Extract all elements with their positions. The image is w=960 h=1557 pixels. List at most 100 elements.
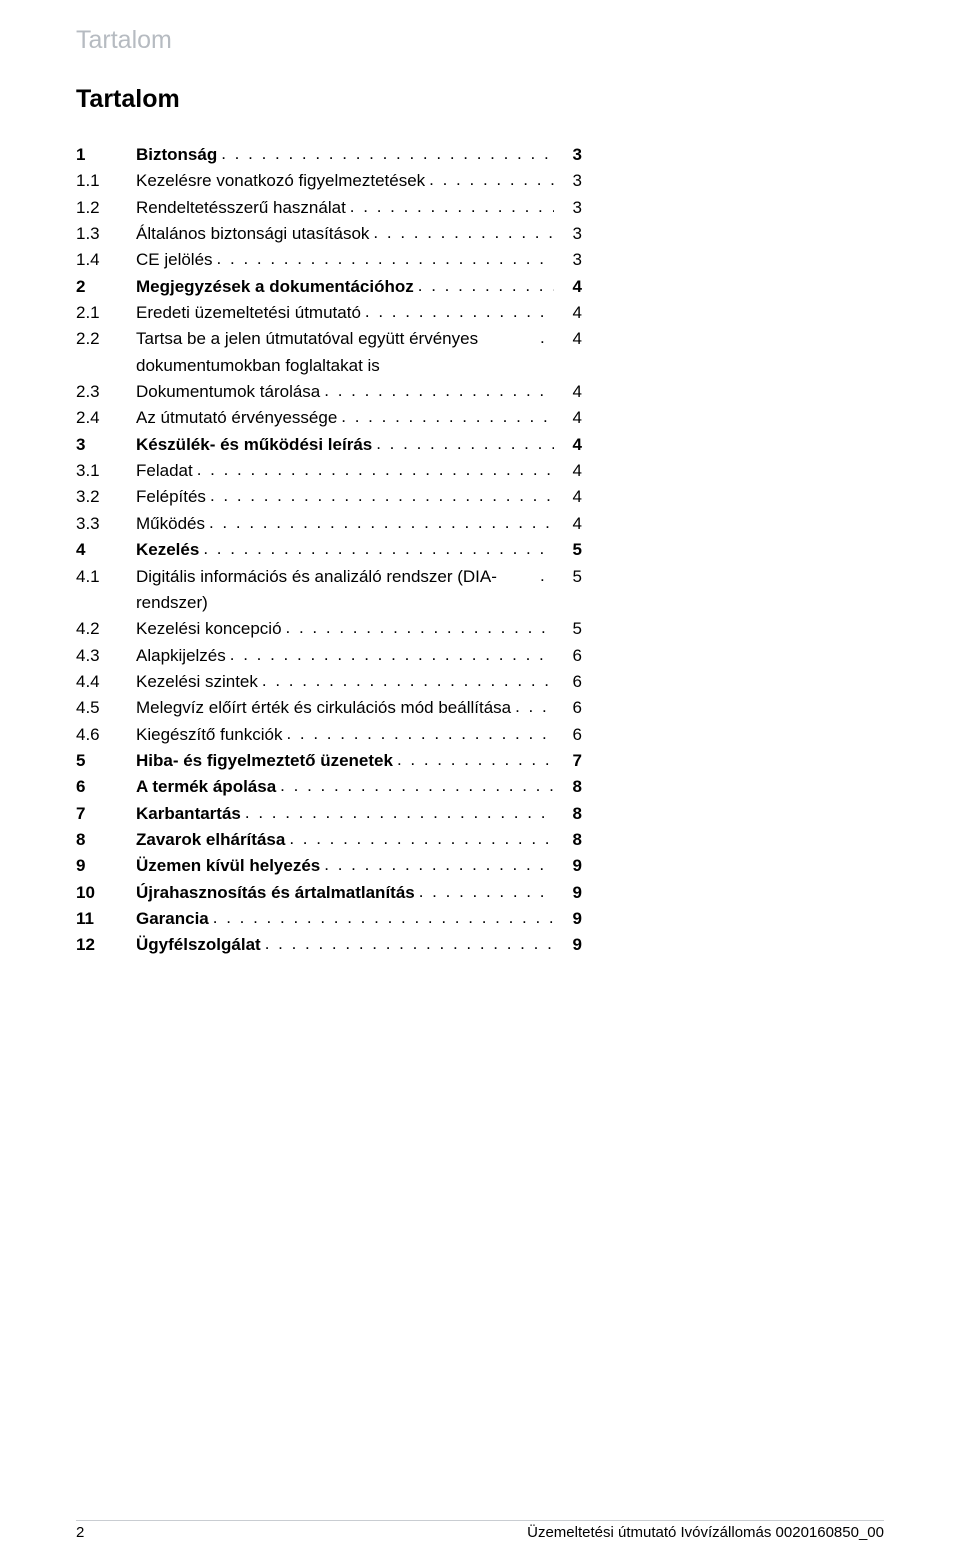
toc-entry-number: 8 [76,827,136,853]
toc-entry: 3.1Feladat4 [76,458,582,484]
toc-entry-title: A termék ápolása [136,774,276,800]
toc-entry-title: Kezelési koncepció [136,616,282,642]
toc-entry-title: Alapkijelzés [136,643,226,669]
page: Tartalom Tartalom 1Biztonság31.1Kezelésr… [0,0,960,1557]
toc-leader-dots [230,643,554,668]
toc-entry-number: 3 [76,432,136,458]
toc-entry-title: Kezelési szintek [136,669,258,695]
toc-entry-title: Készülék- és működési leírás [136,432,372,458]
toc-entry-page: 8 [558,774,582,800]
toc-entry-page: 6 [558,669,582,695]
toc-entry: 3.3Működés4 [76,511,582,537]
toc-entry: 1Biztonság3 [76,142,582,168]
toc-entry-body: Rendeltetésszerű használat [136,195,558,221]
toc-entry-body: A termék ápolása [136,774,558,800]
toc-entry-body: Eredeti üzemeltetési útmutató [136,300,558,326]
toc-entry-number: 11 [76,906,136,932]
toc-leader-dots [540,326,554,351]
toc-leader-dots [324,853,554,878]
toc-leader-dots [289,827,554,852]
toc-entry-number: 3.3 [76,511,136,537]
footer-page-number: 2 [76,1524,84,1541]
toc-leader-dots [419,880,554,905]
toc-entry: 4.2Kezelési koncepció 5 [76,616,582,642]
toc-entry-title: Kezelésre vonatkozó figyelmeztetések [136,168,425,194]
toc-entry-number: 9 [76,853,136,879]
toc-entry-number: 2 [76,274,136,300]
toc-entry-number: 4.2 [76,616,136,642]
toc-entry-body: Zavarok elhárítása [136,827,558,853]
toc-entry-body: Készülék- és működési leírás [136,432,558,458]
toc-heading: Tartalom [76,85,884,114]
toc-entry-page: 3 [558,195,582,221]
toc-entry-body: Üzemen kívül helyezés [136,853,558,879]
toc-entry-page: 3 [558,247,582,273]
toc-entry-title: Újrahasznosítás és ártalmatlanítás [136,880,415,906]
toc-entry-body: Működés [136,511,558,537]
toc-entry-body: Alapkijelzés [136,643,558,669]
toc-leader-dots [209,511,554,536]
toc-entry-body: Digitális információs és analizáló rends… [136,564,558,617]
toc-entry-title: Karbantartás [136,801,241,827]
toc-leader-dots [373,221,554,246]
toc-leader-dots [265,932,554,957]
toc-entry-page: 4 [558,300,582,326]
toc-entry-page: 9 [558,853,582,879]
toc-entry-page: 5 [558,537,582,563]
toc-leader-dots [286,616,554,641]
toc-leader-dots [515,695,554,720]
toc-leader-dots [341,405,554,430]
toc-entry-page: 6 [558,695,582,721]
toc-entry-number: 5 [76,748,136,774]
toc-entry: 1.4CE jelölés3 [76,247,582,273]
toc-entry: 4.5Melegvíz előírt érték és cirkulációs … [76,695,582,721]
toc-entry: 2.3Dokumentumok tárolása4 [76,379,582,405]
toc-entry: 6A termék ápolása8 [76,774,582,800]
toc-entry-number: 12 [76,932,136,958]
toc-entry: 11Garancia9 [76,906,582,932]
toc-leader-dots [245,801,554,826]
toc-entry-body: Ügyfélszolgálat [136,932,558,958]
toc-entry-body: Hiba- és figyelmeztető üzenetek [136,748,558,774]
toc-entry-body: Feladat [136,458,558,484]
toc-leader-dots [376,432,554,457]
toc-entry: 5Hiba- és figyelmeztető üzenetek7 [76,748,582,774]
toc-entry-title: CE jelölés [136,247,213,273]
toc-entry-body: Kezelés [136,537,558,563]
toc-entry-page: 6 [558,722,582,748]
toc-leader-dots [262,669,554,694]
toc-entry-page: 4 [558,484,582,510]
toc-entry-title: Eredeti üzemeltetési útmutató [136,300,361,326]
toc-entry-title: Dokumentumok tárolása [136,379,320,405]
toc-entry-body: Megjegyzések a dokumentációhoz [136,274,558,300]
toc-entry-page: 8 [558,801,582,827]
toc-entry-body: Kezelésre vonatkozó figyelmeztetések [136,168,558,194]
toc-leader-dots [397,748,554,773]
toc-entry-title: Feladat [136,458,193,484]
toc-entry-title: Tartsa be a jelen útmutatóval együtt érv… [136,326,536,379]
toc-entry-number: 4.5 [76,695,136,721]
toc-entry: 3Készülék- és működési leírás4 [76,432,582,458]
toc-entry: 1.2Rendeltetésszerű használat3 [76,195,582,221]
toc-entry-number: 1.1 [76,168,136,194]
toc-entry: 2.4Az útmutató érvényessége4 [76,405,582,431]
toc-entry-number: 2.3 [76,379,136,405]
toc-leader-dots [429,168,554,193]
toc-entry: 8Zavarok elhárítása8 [76,827,582,853]
toc-entry-page: 5 [558,564,582,590]
toc-entry-title: Kiegészítő funkciók [136,722,282,748]
toc-entry-body: Általános biztonsági utasítások [136,221,558,247]
toc-entry-page: 3 [558,168,582,194]
toc-entry: 4Kezelés5 [76,537,582,563]
toc-leader-dots [324,379,554,404]
toc-leader-dots [203,537,554,562]
toc-entry-page: 4 [558,405,582,431]
toc-entry-body: Kezelési szintek [136,669,558,695]
toc-entry-title: Melegvíz előírt érték és cirkulációs mód… [136,695,511,721]
toc-leader-dots [350,195,554,220]
toc-entry: 2Megjegyzések a dokumentációhoz4 [76,274,582,300]
toc-entry-page: 3 [558,221,582,247]
toc-entry-page: 5 [558,616,582,642]
toc-entry-page: 4 [558,511,582,537]
toc-entry-title: Kezelés [136,537,199,563]
